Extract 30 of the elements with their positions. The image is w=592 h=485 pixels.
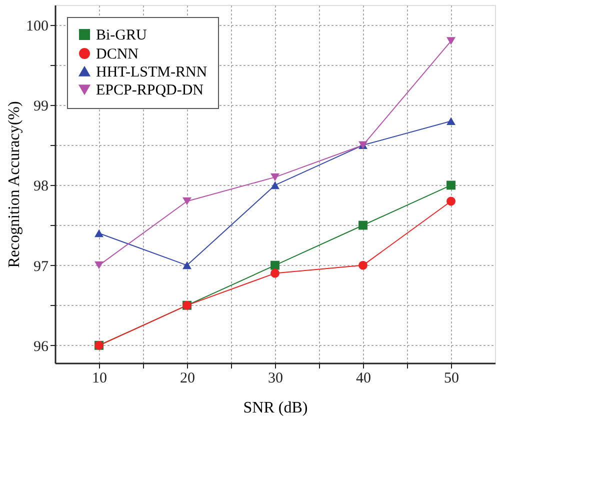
y-tick-label: 98 bbox=[34, 178, 48, 195]
point bbox=[270, 268, 280, 278]
point bbox=[94, 261, 104, 270]
x-tick-label: 20 bbox=[180, 370, 195, 386]
point bbox=[270, 173, 280, 182]
point bbox=[446, 37, 456, 45]
point bbox=[358, 220, 368, 230]
legend-label: DCNN bbox=[96, 46, 139, 62]
y-axis-title: Recognition Accuracy(%) bbox=[6, 101, 23, 268]
y-tick-label: 100 bbox=[26, 18, 48, 35]
point bbox=[182, 197, 192, 206]
x-tick-label: 50 bbox=[444, 370, 459, 386]
point bbox=[358, 260, 368, 270]
x-axis-title: SNR (dB) bbox=[243, 400, 308, 416]
legend-label: EPCP-RPQD-DN bbox=[96, 82, 204, 98]
point bbox=[446, 196, 456, 206]
point bbox=[270, 260, 280, 270]
legend-label: HHT-LSTM-RNN bbox=[96, 64, 208, 80]
point bbox=[270, 181, 280, 190]
y-tick-label: 99 bbox=[34, 98, 48, 115]
point bbox=[182, 261, 192, 270]
point bbox=[446, 180, 456, 190]
legend-label: Bi-GRU bbox=[96, 28, 148, 44]
point bbox=[446, 117, 456, 126]
y-tick-label: 97 bbox=[34, 258, 49, 275]
x-tick-label: 40 bbox=[356, 370, 371, 386]
x-tick-label: 10 bbox=[92, 370, 107, 386]
point bbox=[94, 229, 104, 238]
y-tick-label: 96 bbox=[34, 338, 49, 355]
x-tick-label: 30 bbox=[268, 370, 283, 386]
